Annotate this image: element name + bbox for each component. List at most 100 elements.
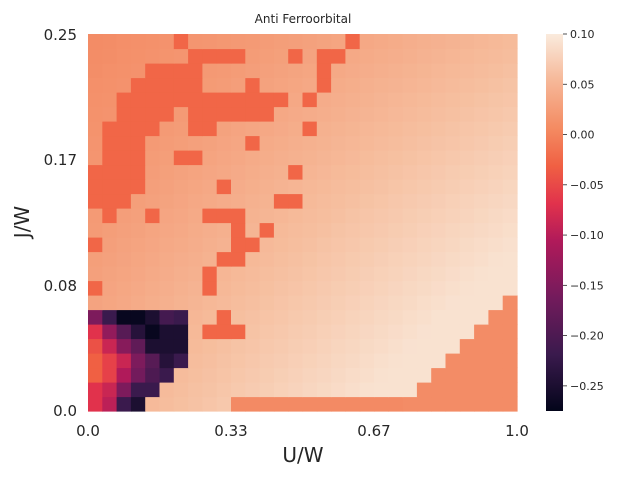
heatmap-cell xyxy=(474,208,489,224)
heatmap-cell xyxy=(116,367,132,383)
heatmap-cell xyxy=(245,179,261,195)
heatmap-cell xyxy=(302,251,318,267)
heatmap-cell xyxy=(359,266,375,282)
heatmap-cell xyxy=(502,92,518,108)
heatmap-cell xyxy=(102,237,118,253)
heatmap-cell xyxy=(388,208,404,224)
heatmap-cell xyxy=(502,367,518,383)
heatmap-cell xyxy=(145,295,161,311)
heatmap-cell xyxy=(173,179,189,195)
heatmap-cell xyxy=(402,34,418,50)
heatmap-cell xyxy=(245,353,261,369)
heatmap-cell xyxy=(459,266,475,282)
heatmap-cell xyxy=(88,77,103,93)
heatmap-cell xyxy=(359,367,375,383)
heatmap-cell xyxy=(416,295,432,311)
heatmap-cell xyxy=(331,295,346,311)
heatmap-cell xyxy=(88,208,103,224)
heatmap-cell xyxy=(159,63,175,79)
heatmap-cell xyxy=(402,309,418,325)
heatmap-cell xyxy=(231,382,246,398)
heatmap-cell xyxy=(245,164,261,180)
heatmap-cell xyxy=(130,63,146,79)
heatmap-cell xyxy=(416,309,432,325)
heatmap-cell xyxy=(331,353,346,369)
heatmap-cell xyxy=(459,92,475,108)
heatmap-cell xyxy=(159,353,175,369)
heatmap-cell xyxy=(488,208,504,224)
heatmap-cell xyxy=(116,77,132,93)
heatmap-cell xyxy=(316,106,332,122)
heatmap-cell xyxy=(259,193,275,209)
heatmap-cell xyxy=(202,164,218,180)
heatmap-cell xyxy=(130,193,146,209)
heatmap-cell xyxy=(302,179,318,195)
heatmap-cell xyxy=(130,106,146,122)
chart-title: Anti Ferroorbital xyxy=(255,12,352,26)
heatmap-cell xyxy=(88,237,103,253)
heatmap-cell xyxy=(116,135,132,151)
y-tick-label: 0.08 xyxy=(44,277,77,295)
heatmap-cell xyxy=(231,309,246,325)
heatmap-cell xyxy=(502,77,518,93)
heatmap-cell xyxy=(302,266,318,282)
y-tick-label: 0.17 xyxy=(44,151,77,169)
heatmap-cell xyxy=(502,237,518,253)
heatmap-cell xyxy=(88,150,103,166)
heatmap-cell xyxy=(259,63,275,79)
heatmap-cell xyxy=(259,309,275,325)
heatmap-cell xyxy=(245,309,261,325)
heatmap-cell xyxy=(402,266,418,282)
heatmap-cell xyxy=(88,34,103,50)
heatmap-cell xyxy=(102,193,118,209)
heatmap-cell xyxy=(259,77,275,93)
heatmap-cell xyxy=(502,338,518,354)
heatmap-cell xyxy=(102,338,118,354)
heatmap-cell xyxy=(302,208,318,224)
heatmap-cell xyxy=(231,324,246,340)
heatmap-cell xyxy=(402,77,418,93)
x-tick-label: 1.0 xyxy=(505,422,529,440)
colorbar xyxy=(546,34,563,411)
heatmap-cell xyxy=(245,193,261,209)
heatmap-cell xyxy=(459,222,475,238)
heatmap-cell xyxy=(316,382,332,398)
heatmap-cell xyxy=(374,150,389,166)
heatmap-cell xyxy=(459,135,475,151)
heatmap-cell xyxy=(259,164,275,180)
heatmap-cell xyxy=(459,367,475,383)
heatmap-cell xyxy=(130,251,146,267)
heatmap-cell xyxy=(102,164,118,180)
heatmap-cell xyxy=(445,237,461,253)
heatmap-cell xyxy=(130,208,146,224)
heatmap-cell xyxy=(102,208,118,224)
heatmap-cell xyxy=(459,396,475,412)
heatmap-cell xyxy=(130,295,146,311)
heatmap-cell xyxy=(459,164,475,180)
colorbar-tick-label: 0.00 xyxy=(570,129,595,142)
heatmap-cell xyxy=(173,382,189,398)
heatmap-cell xyxy=(345,295,361,311)
heatmap-cell xyxy=(388,266,404,282)
heatmap-cell xyxy=(316,222,332,238)
heatmap-cell xyxy=(445,150,461,166)
heatmap-cell xyxy=(188,92,203,108)
heatmap-cell xyxy=(288,367,304,383)
heatmap-cell xyxy=(345,106,361,122)
heatmap-cell xyxy=(145,266,161,282)
heatmap-cell xyxy=(302,324,318,340)
heatmap-cell xyxy=(88,309,103,325)
heatmap-cell xyxy=(431,353,447,369)
heatmap-cell xyxy=(416,237,432,253)
heatmap-cell xyxy=(316,164,332,180)
heatmap-cell xyxy=(116,237,132,253)
heatmap-cell xyxy=(145,34,161,50)
heatmap-cell xyxy=(459,63,475,79)
heatmap-cell xyxy=(273,106,289,122)
heatmap-cell xyxy=(259,208,275,224)
heatmap-cell xyxy=(159,309,175,325)
heatmap-cell xyxy=(130,48,146,64)
heatmap-cell xyxy=(216,280,232,296)
heatmap-cell xyxy=(145,396,161,412)
heatmap-cell xyxy=(302,63,318,79)
